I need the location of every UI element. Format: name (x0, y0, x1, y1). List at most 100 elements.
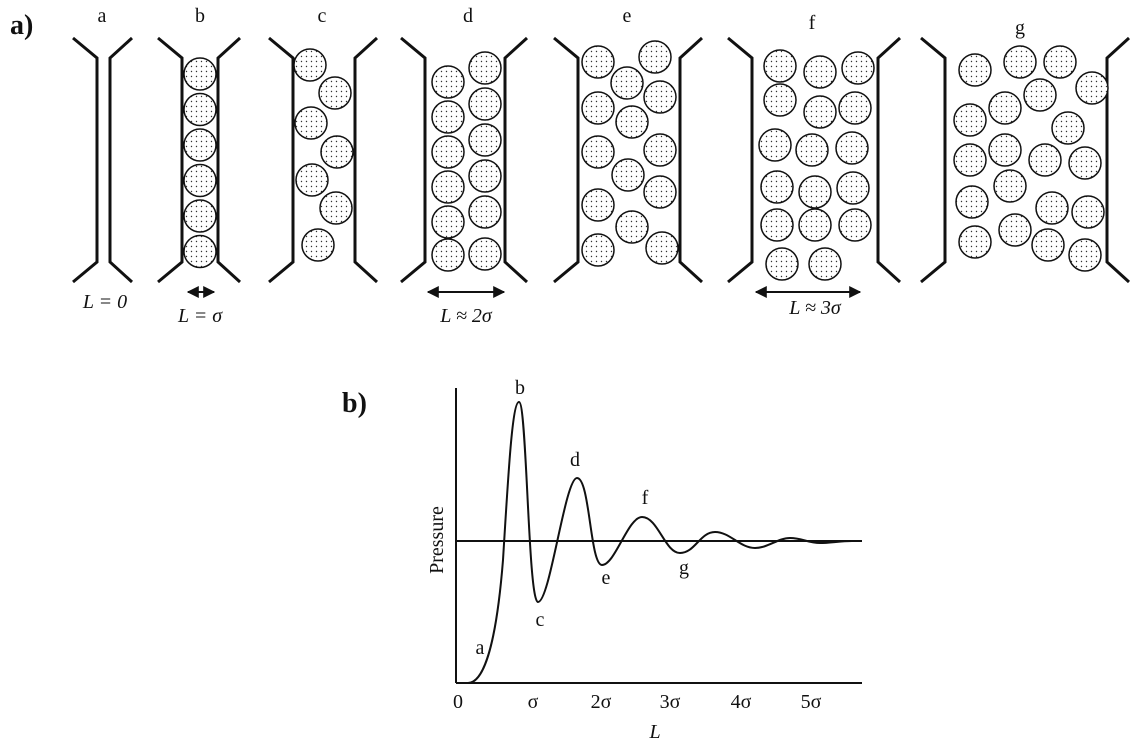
particle (765, 247, 799, 281)
particle (1031, 228, 1065, 262)
part-a-label: a) (10, 10, 33, 41)
particle (581, 188, 615, 222)
particle (798, 208, 832, 242)
wall (268, 36, 295, 284)
point-label: e (602, 567, 611, 589)
wall (1105, 36, 1131, 284)
point-label: c (536, 609, 545, 631)
particle (803, 55, 837, 89)
particle (431, 205, 465, 239)
particle (431, 100, 465, 134)
particle (468, 87, 502, 121)
wall (678, 36, 704, 284)
particle (610, 66, 644, 100)
particle (183, 92, 217, 127)
particle (615, 210, 649, 244)
particle (581, 233, 615, 267)
wall (920, 36, 947, 284)
point-label: b (515, 377, 525, 399)
wall (216, 36, 242, 284)
particle (803, 95, 837, 129)
particle (760, 170, 794, 204)
walls (72, 36, 1131, 284)
particle (468, 195, 502, 229)
particle (468, 51, 502, 85)
particle (468, 237, 502, 271)
panel-label: f (809, 12, 816, 34)
particle (1028, 143, 1062, 177)
wall (553, 36, 580, 284)
wall (108, 36, 134, 284)
x-tick-label: 2σ (591, 691, 612, 713)
particle (1075, 71, 1109, 105)
x-axis-label: L (648, 721, 660, 743)
panel-label: b (195, 5, 205, 27)
gap-label: L ≈ 3σ (788, 297, 842, 319)
particle (958, 53, 992, 87)
particle (468, 123, 502, 157)
point-label: d (570, 449, 580, 471)
particle (468, 159, 502, 193)
particle (998, 213, 1032, 247)
particle (988, 133, 1022, 167)
panel-label: g (1015, 17, 1025, 39)
particle (836, 171, 870, 205)
panel-label: c (318, 5, 327, 27)
particle (1051, 111, 1085, 145)
particle (1003, 45, 1037, 79)
x-tick-label: 4σ (731, 691, 752, 713)
particle (183, 199, 217, 233)
wall (876, 36, 902, 284)
particle (1035, 191, 1069, 225)
particle (611, 158, 645, 192)
gap-label: L = σ (177, 305, 223, 327)
particle (643, 133, 677, 167)
particle (1023, 78, 1057, 112)
wall (503, 36, 529, 284)
gap-label: L = 0 (82, 291, 127, 313)
x-tick-label: 5σ (801, 691, 822, 713)
particle (953, 143, 987, 177)
particle (183, 57, 217, 91)
particle (795, 133, 829, 167)
particle (953, 103, 987, 137)
point-label: a (476, 637, 485, 659)
part-b-label: b) (342, 388, 367, 419)
particle (643, 80, 677, 114)
particle (1071, 195, 1105, 229)
particle (319, 191, 353, 225)
x-tick-label: 3σ (660, 691, 681, 713)
particle (581, 45, 615, 79)
particle (838, 208, 872, 242)
wall (157, 36, 184, 284)
gap-label: L ≈ 2σ (439, 305, 493, 327)
particle (988, 91, 1022, 125)
point-label: f (642, 487, 649, 509)
particle (295, 163, 329, 197)
particle (293, 48, 327, 82)
particle (183, 128, 217, 162)
particle (758, 128, 792, 162)
particle (301, 228, 335, 262)
particle (581, 135, 615, 169)
particle (835, 131, 869, 165)
particle (294, 106, 328, 140)
particle (760, 208, 794, 242)
particle (1068, 238, 1102, 272)
wall (72, 36, 99, 284)
panel-label: a (98, 5, 107, 27)
x-tick-label: 0 (453, 691, 463, 713)
particle (643, 175, 677, 209)
particle (763, 49, 797, 83)
point-label: g (679, 557, 689, 579)
particle (958, 225, 992, 259)
particle (1043, 45, 1077, 79)
particle (841, 51, 875, 85)
particle (763, 83, 797, 117)
particle (615, 105, 649, 139)
particle (993, 169, 1027, 203)
wall (727, 36, 754, 284)
particle (955, 185, 989, 219)
particle (431, 135, 465, 169)
